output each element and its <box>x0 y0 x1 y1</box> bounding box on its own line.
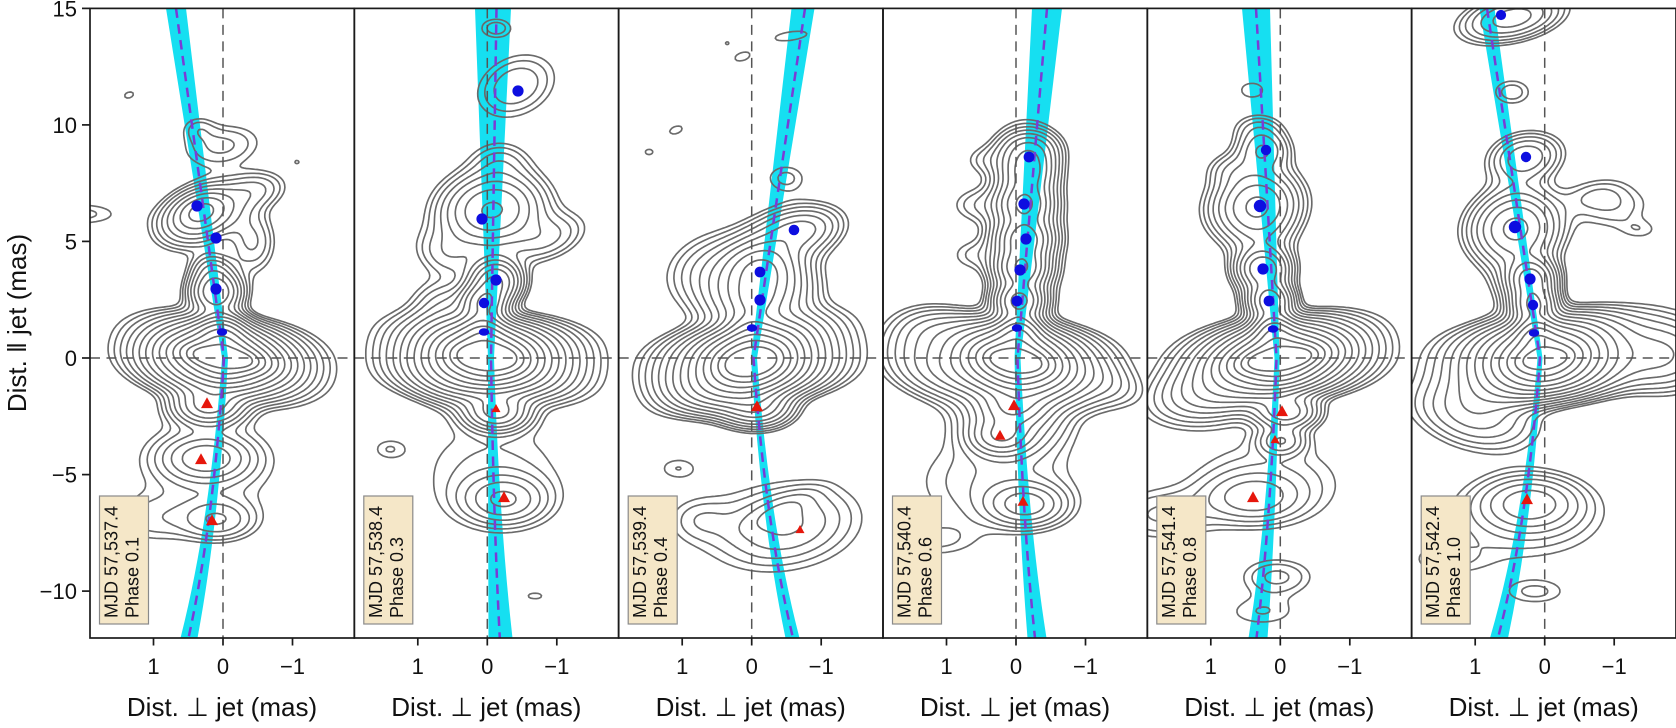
svg-text:1: 1 <box>412 654 424 679</box>
svg-text:Phase 0.3: Phase 0.3 <box>387 537 407 618</box>
svg-text:Dist. ⊥ jet (mas): Dist. ⊥ jet (mas) <box>1449 692 1639 722</box>
svg-text:5: 5 <box>65 229 77 254</box>
svg-text:Phase 0.6: Phase 0.6 <box>916 537 936 618</box>
svg-text:−1: −1 <box>1073 654 1098 679</box>
svg-text:0: 0 <box>65 346 77 371</box>
svg-text:−5: −5 <box>52 463 77 488</box>
svg-text:MJD 57,540.4: MJD 57,540.4 <box>895 506 915 618</box>
svg-text:MJD 57,537.4: MJD 57,537.4 <box>102 506 122 618</box>
svg-text:0: 0 <box>1539 654 1551 679</box>
svg-text:0: 0 <box>481 654 493 679</box>
svg-text:10: 10 <box>53 113 77 138</box>
svg-text:1: 1 <box>1469 654 1481 679</box>
svg-text:0: 0 <box>746 654 758 679</box>
svg-text:Phase 0.4: Phase 0.4 <box>651 537 671 618</box>
svg-text:MJD 57,539.4: MJD 57,539.4 <box>630 506 650 618</box>
svg-text:−10: −10 <box>40 579 77 604</box>
svg-text:−1: −1 <box>1337 654 1362 679</box>
svg-text:−1: −1 <box>280 654 305 679</box>
svg-text:−1: −1 <box>1602 654 1627 679</box>
svg-text:MJD 57,541.4: MJD 57,541.4 <box>1159 506 1179 618</box>
svg-text:15: 15 <box>53 0 77 21</box>
svg-text:1: 1 <box>1205 654 1217 679</box>
svg-text:Dist. ⊥ jet (mas): Dist. ⊥ jet (mas) <box>1184 692 1374 722</box>
svg-text:Dist. ⊥ jet (mas): Dist. ⊥ jet (mas) <box>920 692 1110 722</box>
svg-text:1: 1 <box>940 654 952 679</box>
svg-text:1: 1 <box>147 654 159 679</box>
svg-text:Phase 1.0: Phase 1.0 <box>1444 537 1464 618</box>
svg-text:Phase 0.1: Phase 0.1 <box>123 537 143 618</box>
svg-text:1: 1 <box>676 654 688 679</box>
svg-text:Dist. ⊥ jet (mas): Dist. ⊥ jet (mas) <box>127 692 317 722</box>
svg-text:Dist. ‖ jet (mas): Dist. ‖ jet (mas) <box>2 234 32 412</box>
svg-text:Dist. ⊥ jet (mas): Dist. ⊥ jet (mas) <box>656 692 846 722</box>
svg-text:Dist. ⊥ jet (mas): Dist. ⊥ jet (mas) <box>391 692 581 722</box>
svg-text:MJD 57,538.4: MJD 57,538.4 <box>366 506 386 618</box>
svg-text:0: 0 <box>217 654 229 679</box>
svg-text:−1: −1 <box>809 654 834 679</box>
svg-text:0: 0 <box>1274 654 1286 679</box>
svg-text:MJD 57,542.4: MJD 57,542.4 <box>1423 506 1443 618</box>
svg-text:0: 0 <box>1010 654 1022 679</box>
svg-text:Phase 0.8: Phase 0.8 <box>1180 537 1200 618</box>
svg-text:−1: −1 <box>544 654 569 679</box>
